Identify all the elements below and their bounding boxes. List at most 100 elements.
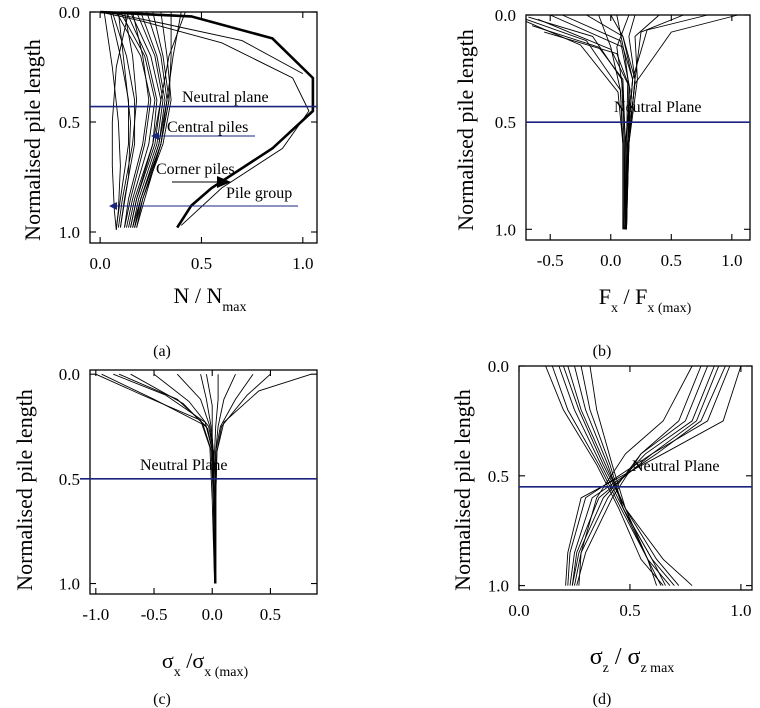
panel-c-caption: (c) bbox=[153, 691, 171, 708]
panel-a-series-21 bbox=[124, 11, 150, 228]
panel-d-caption: (d) bbox=[593, 691, 612, 708]
panel-a-ticks: 0.0 0.5 1.0 0.0 0.5 1.0 bbox=[59, 3, 317, 273]
panel-c-xtick-label-1: -0.5 bbox=[141, 605, 168, 624]
panel-c-xlabel-main-2: /σ bbox=[181, 648, 205, 673]
panel-a-series-13 bbox=[134, 11, 182, 228]
panel-b-ytick-label-0: 0.0 bbox=[495, 6, 516, 25]
panel-a-series-11 bbox=[136, 11, 172, 228]
panel-a-corner-piles-label: Corner piles bbox=[156, 161, 235, 178]
panel-b-curves bbox=[525, 14, 739, 230]
panel-a-xtick-label-2: 1.0 bbox=[292, 254, 313, 273]
panel-c-ticks: -1.0 -0.5 0.0 0.5 0.0 0.5 1.0 bbox=[59, 365, 317, 624]
panel-a-series-20 bbox=[117, 11, 131, 228]
panel-d-series-13 bbox=[567, 365, 731, 586]
panel-d-series-11 bbox=[571, 365, 720, 586]
panel-a-caption: (a) bbox=[153, 343, 171, 360]
panel-a-xlabel: N / Nmax bbox=[174, 283, 247, 315]
panel-d-series-4 bbox=[567, 365, 693, 586]
panel-c-series-0 bbox=[95, 373, 216, 584]
panel-a-frame bbox=[89, 11, 318, 244]
panel-d-ylabel: Normalised pile length bbox=[450, 389, 475, 591]
panel-c-neutral-plane-label: Neutral Plane bbox=[140, 457, 228, 474]
panel-a-ytick-label-2: 1.0 bbox=[59, 223, 80, 242]
panel-d-xlabel-sub-2: z max bbox=[640, 661, 674, 676]
panel-a-ytick-label-1: 0.5 bbox=[59, 113, 80, 132]
panel-a-series-16 bbox=[109, 11, 129, 228]
panel-d-xlabel: σz / σz max bbox=[590, 644, 675, 676]
panel-c-xtick-label-3: 0.5 bbox=[260, 605, 281, 624]
panel-d-series-10 bbox=[571, 365, 715, 586]
panel-b-caption: (b) bbox=[593, 343, 612, 360]
panel-a-series-3 bbox=[115, 11, 152, 228]
panel-b-ytick-label-2: 1.0 bbox=[495, 220, 516, 239]
panel-a-xlabel-main: N / N bbox=[174, 283, 223, 308]
panel-b-series-5 bbox=[544, 31, 630, 230]
panel-b-series-3 bbox=[531, 25, 626, 230]
panel-d-series-12 bbox=[569, 365, 726, 586]
panel-b-xlabel-sub-2: x (max) bbox=[647, 301, 691, 316]
panel-d-xtick-label-2: 1.0 bbox=[730, 601, 751, 620]
panel-c-series-13 bbox=[205, 374, 216, 584]
panel-d-series-2 bbox=[558, 365, 675, 586]
panel-c-xlabel: σx /σx (max) bbox=[162, 648, 249, 680]
panel-d: 0.0 0.5 1.0 0.0 0.5 1.0 Neutral Plane Normali… bbox=[450, 357, 753, 708]
panel-a-series-12 bbox=[136, 12, 172, 228]
panel-c-curves bbox=[95, 373, 312, 584]
panel-d-series-14 bbox=[565, 365, 742, 586]
panel-b: -0.5 0.0 0.5 1.0 0.0 0.5 1.0 Neutral Plane Nor… bbox=[453, 6, 751, 360]
panel-b-xlabel-main-2: / F bbox=[618, 284, 647, 309]
panel-b-neutral-plane-label: Neutral Plane bbox=[614, 99, 702, 116]
panel-a-central-piles-label: Central piles bbox=[167, 119, 248, 136]
panel-d-xtick-label-1: 0.5 bbox=[619, 601, 640, 620]
panel-d-xlabel-main-1: σ bbox=[590, 644, 603, 670]
panel-a-xlabel-sub: max bbox=[222, 300, 246, 315]
panel-c-series-12 bbox=[215, 373, 312, 584]
panel-b-xtick-label-0: -0.5 bbox=[537, 251, 564, 270]
panel-a-series-7 bbox=[132, 11, 164, 228]
panel-b-ytick-label-1: 0.5 bbox=[495, 113, 516, 132]
panel-d-series-15 bbox=[578, 365, 693, 586]
panel-a-ytick-label-0: 0.0 bbox=[59, 3, 80, 22]
panel-b-series-1 bbox=[525, 20, 624, 230]
panel-c-xlabel-sub-1: x bbox=[174, 665, 181, 680]
panel-b-ticks: -0.5 0.0 0.5 1.0 0.0 0.5 1.0 bbox=[495, 6, 750, 270]
panel-a-xtick-label-1: 0.5 bbox=[191, 254, 212, 273]
panel-b-xtick-label-3: 1.0 bbox=[721, 251, 742, 270]
panel-a-ylabel: Normalised pile length bbox=[20, 39, 45, 241]
panel-d-frame bbox=[518, 365, 753, 591]
panel-b-series-14 bbox=[624, 14, 739, 230]
panel-a-neutral-plane-label: Neutral plane bbox=[182, 89, 269, 106]
panel-d-series-6 bbox=[580, 365, 662, 586]
panel-d-xlabel-main-2: / σ bbox=[609, 644, 641, 670]
panel-b-ylabel: Normalised pile length bbox=[453, 29, 478, 231]
panel-d-xtick-label-0: 0.0 bbox=[508, 601, 529, 620]
panel-a-curves bbox=[100, 10, 315, 230]
panel-d-ytick-label-2: 1.0 bbox=[488, 577, 509, 596]
panel-d-series-7 bbox=[589, 365, 658, 586]
panel-a-series-19 bbox=[111, 11, 129, 230]
panel-b-xtick-label-1: 0.0 bbox=[600, 251, 621, 270]
panel-c-xtick-label-0: -1.0 bbox=[82, 605, 109, 624]
panel-a-xtick-label-0: 0.0 bbox=[90, 254, 111, 273]
panel-b-series-4 bbox=[537, 18, 629, 230]
panel-d-ytick-label-0: 0.0 bbox=[488, 357, 509, 376]
panel-c-frame bbox=[89, 369, 318, 595]
panel-c-xtick-label-2: 0.0 bbox=[202, 605, 223, 624]
panel-a-series-18 bbox=[103, 11, 121, 230]
panel-a-series-14 bbox=[130, 11, 186, 228]
panel-a-series-1 bbox=[100, 11, 310, 226]
panel-d-curves bbox=[545, 365, 742, 586]
panel-b-xtick-label-2: 0.5 bbox=[661, 251, 682, 270]
panel-a-series-pile-group bbox=[100, 10, 315, 229]
panel-b-series-17 bbox=[616, 14, 631, 230]
panel-d-ticks: 0.0 0.5 1.0 0.0 0.5 1.0 bbox=[488, 357, 752, 620]
panel-b-xlabel: Fx / Fx (max) bbox=[599, 284, 692, 316]
panel-c-ytick-label-1: 0.5 bbox=[59, 470, 80, 489]
panel-d-ytick-label-1: 0.5 bbox=[488, 467, 509, 486]
panel-b-series-12 bbox=[624, 14, 684, 230]
panel-d-series-8 bbox=[576, 365, 702, 586]
panel-b-frame bbox=[525, 14, 751, 241]
panel-c: -1.0 -0.5 0.0 0.5 0.0 0.5 1.0 Neutral Plane No… bbox=[12, 365, 318, 708]
panel-d-neutral-plane-label: Neutral Plane bbox=[632, 458, 720, 475]
panel-a-series-5 bbox=[126, 11, 158, 228]
